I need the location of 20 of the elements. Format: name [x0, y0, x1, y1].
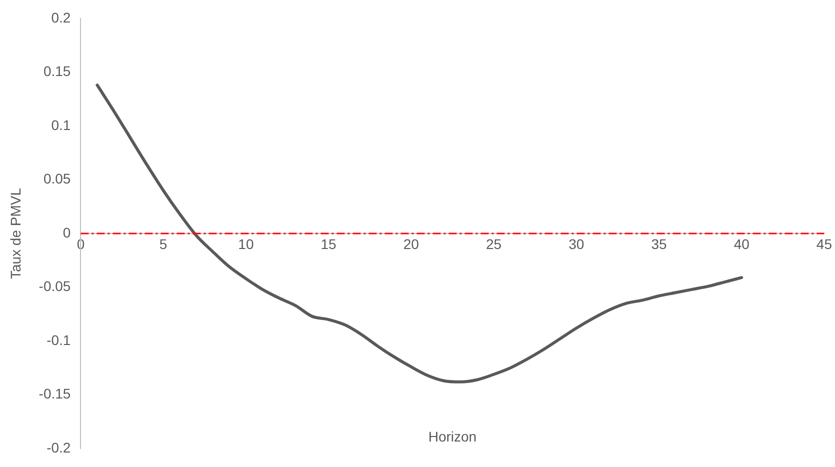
- y-tick-label: 0.15: [43, 63, 71, 80]
- x-tick-label: 20: [403, 236, 420, 252]
- x-tick-label: 30: [568, 236, 584, 252]
- x-axis-title: Horizon: [428, 428, 477, 444]
- x-tick-label: 45: [816, 236, 832, 252]
- x-tick-label: 25: [486, 236, 502, 252]
- x-tick-label: 5: [159, 236, 168, 252]
- y-tick-label: -0.2: [46, 439, 71, 456]
- y-tick-label: 0.2: [51, 9, 71, 26]
- x-tick-label: 15: [320, 236, 337, 252]
- x-tick-label: 40: [734, 236, 750, 252]
- y-tick-label: -0.1: [46, 332, 71, 348]
- y-axis-title: Taux de PMVL: [7, 188, 24, 280]
- y-tick-label: -0.15: [38, 386, 71, 402]
- y-tick-label: 0: [62, 224, 71, 240]
- y-tick-label: 0.05: [43, 170, 71, 187]
- y-tick-label: -0.05: [38, 278, 71, 294]
- x-tick-label: 10: [238, 236, 254, 252]
- x-tick-label: 35: [651, 236, 667, 252]
- y-tick-label: 0.1: [51, 116, 71, 133]
